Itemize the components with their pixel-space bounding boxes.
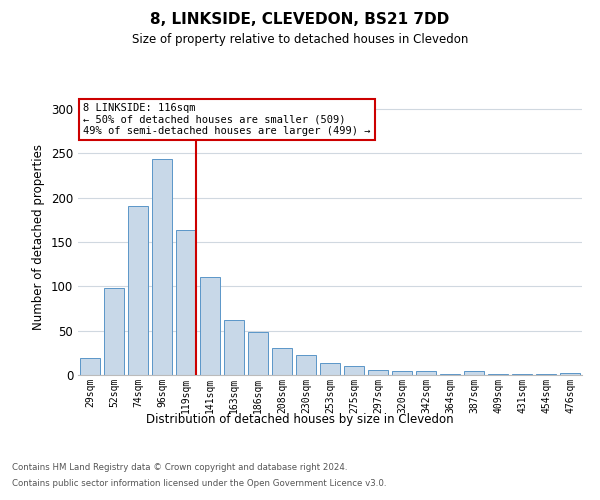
Bar [248,332,268,375]
Bar [344,366,364,375]
Bar [296,356,316,375]
Text: Contains public sector information licensed under the Open Government Licence v3: Contains public sector information licen… [12,479,386,488]
Bar [416,372,436,375]
Bar [104,288,124,375]
Bar [80,358,100,375]
Bar [224,320,244,375]
Bar [560,373,580,375]
Bar [440,374,460,375]
Text: Size of property relative to detached houses in Clevedon: Size of property relative to detached ho… [132,32,468,46]
Bar [200,278,220,375]
Text: 8 LINKSIDE: 116sqm
← 50% of detached houses are smaller (509)
49% of semi-detach: 8 LINKSIDE: 116sqm ← 50% of detached hou… [83,103,371,136]
Y-axis label: Number of detached properties: Number of detached properties [32,144,46,330]
Bar [128,206,148,375]
Bar [368,370,388,375]
Text: Contains HM Land Registry data © Crown copyright and database right 2024.: Contains HM Land Registry data © Crown c… [12,462,347,471]
Text: 8, LINKSIDE, CLEVEDON, BS21 7DD: 8, LINKSIDE, CLEVEDON, BS21 7DD [151,12,449,28]
Bar [464,372,484,375]
Bar [320,364,340,375]
Text: Distribution of detached houses by size in Clevedon: Distribution of detached houses by size … [146,412,454,426]
Bar [152,160,172,375]
Bar [176,230,196,375]
Bar [512,374,532,375]
Bar [392,372,412,375]
Bar [536,374,556,375]
Bar [272,348,292,375]
Bar [488,374,508,375]
